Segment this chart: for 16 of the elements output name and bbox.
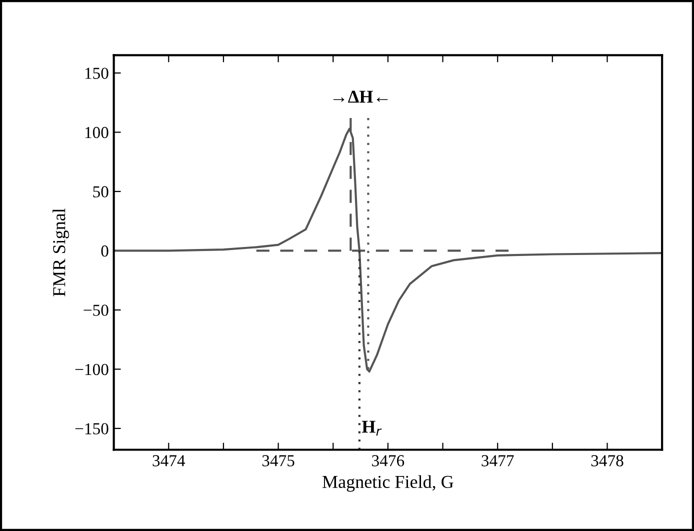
x-tick-label: 3477 [482, 455, 514, 466]
x-tick-label: 3475 [262, 455, 294, 466]
x-tick-label: 3476 [372, 455, 404, 466]
y-axis-title: FMR Signal [52, 208, 69, 296]
y-tick-label: 100 [85, 126, 108, 138]
y-tick-label: 150 [85, 68, 108, 79]
y-tick-label: −150 [75, 423, 108, 434]
x-tick-label: 3474 [152, 455, 186, 466]
y-tick-label: 0 [101, 245, 108, 257]
annotation: H$_{r}$ [362, 420, 382, 436]
y-tick-label: −50 [84, 304, 108, 316]
y-tick-label: 50 [93, 186, 108, 198]
annotation: →ΔH← [333, 90, 388, 103]
y-tick-label: −100 [75, 364, 108, 376]
x-axis-title: Magnetic Field, G [322, 475, 454, 492]
x-tick-label: 3478 [591, 455, 624, 466]
